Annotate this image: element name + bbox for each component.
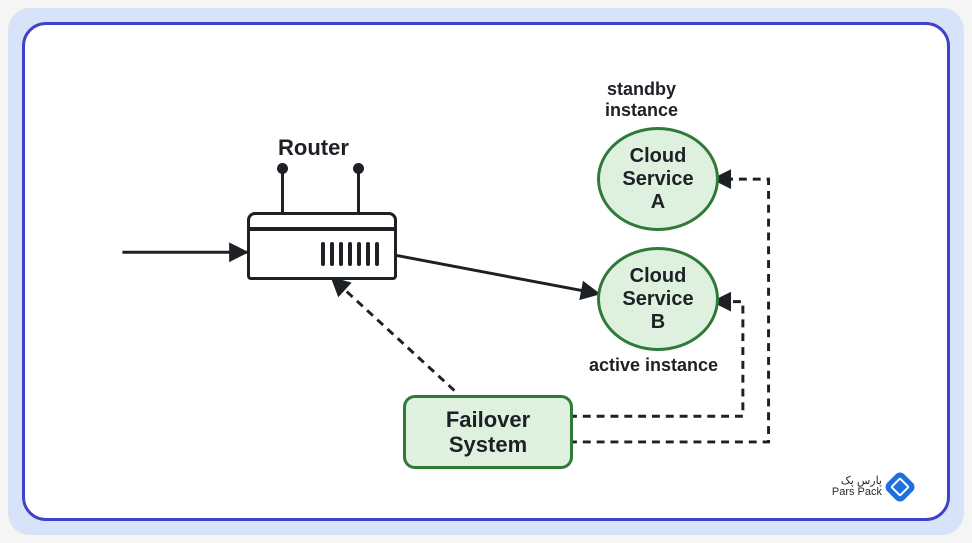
diagram-frame: Router standbyinstance CloudServiceA Clo… (22, 22, 950, 521)
router-icon (247, 190, 397, 280)
cloud-service-b: CloudServiceB (597, 247, 719, 351)
edge-router-cloudB (395, 255, 599, 294)
failover-system: FailoverSystem (403, 395, 573, 469)
logo-icon (883, 470, 917, 504)
cloud-a-subtitle: standbyinstance (605, 79, 678, 120)
logo-text-2: Pars Pack (832, 487, 882, 498)
cloud-b-subtitle: active instance (589, 355, 718, 376)
brand-logo: پارس پک Pars Pack (825, 472, 919, 502)
router-title: Router (278, 135, 349, 161)
edge-failover-router (332, 278, 455, 391)
cloud-service-a: CloudServiceA (597, 127, 719, 231)
